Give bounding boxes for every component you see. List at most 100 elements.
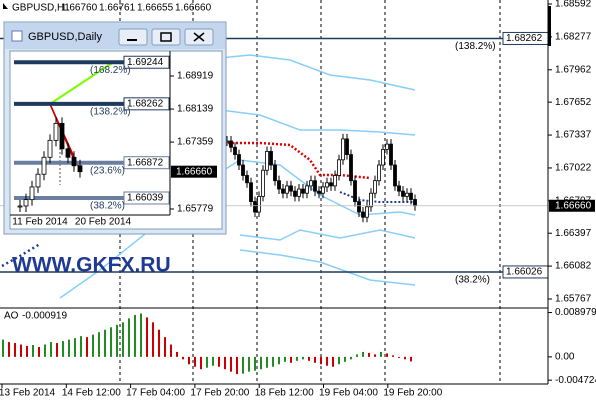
candle (329, 182, 333, 187)
candle (381, 148, 385, 166)
ao-bar (122, 322, 124, 357)
y-tick-label: 1.68919 (177, 71, 214, 82)
candle (273, 164, 277, 182)
ao-bar (254, 356, 256, 371)
ao-bar (230, 356, 232, 372)
candle (269, 151, 273, 166)
candle (71, 156, 77, 167)
candle (337, 159, 341, 176)
candle (47, 139, 53, 158)
ao-bar (140, 313, 142, 357)
maximize-button[interactable] (151, 28, 181, 46)
candle (35, 173, 41, 188)
daily-window: GBPUSD,Daily 1.69244(168.2%) 1.68262(138.… (3, 21, 227, 235)
ao-bar (98, 332, 100, 357)
candle (305, 185, 309, 194)
ao-bar (410, 356, 412, 362)
fib-ratio: (38.2%) (90, 201, 125, 212)
ao-bar (392, 355, 394, 357)
ao-bar (146, 317, 148, 357)
level-box (123, 55, 170, 69)
ao-bar (374, 354, 376, 357)
ao-bar (272, 356, 274, 367)
candle (361, 211, 365, 218)
ao-bar (236, 356, 238, 375)
y-tick-label: 1.68277 (555, 32, 592, 43)
ao-bar (134, 314, 136, 357)
candle (357, 201, 361, 213)
ao-tick-label: 0.008979 (555, 307, 596, 318)
candle (281, 188, 285, 194)
ao-bar (32, 345, 34, 357)
ao-bar (320, 356, 322, 365)
candle (23, 199, 29, 207)
ao-bar (116, 324, 118, 357)
ao-bar (314, 356, 316, 363)
ao-bar (404, 356, 406, 360)
candle (245, 175, 249, 184)
y-tick-label: 1.65779 (177, 204, 214, 215)
fib-ratio: (138.2%) (455, 41, 496, 52)
candle (349, 154, 353, 182)
ao-bar (176, 351, 178, 357)
ao-bar (164, 337, 166, 357)
ao-bar (86, 337, 88, 357)
level-price: 1.66039 (127, 193, 164, 204)
candle (353, 180, 357, 202)
current-price: 1.66660 (176, 166, 213, 177)
candle (409, 192, 413, 200)
fib-ratio: (23.6%) (90, 165, 125, 176)
candle (341, 138, 345, 161)
candle (313, 180, 317, 192)
symbol: GBPUSD,H1 (12, 3, 70, 14)
level-box (123, 191, 170, 205)
level-price: 1.69244 (127, 57, 164, 68)
maximize-icon (160, 32, 172, 42)
ao-bar (368, 352, 370, 357)
fib-ratio: (138.2%) (90, 106, 131, 117)
fib-ratio: (38.2%) (455, 275, 490, 286)
minimize-button[interactable] (118, 28, 148, 46)
candle (321, 186, 325, 194)
ao-bar (170, 344, 172, 357)
y-tick-label: 1.67337 (555, 130, 592, 141)
candle (253, 201, 257, 213)
ao-bar (206, 356, 208, 368)
ao-bar (386, 353, 388, 357)
candle (53, 122, 59, 141)
ao-bar (50, 342, 52, 357)
level-price: 1.66026 (506, 267, 543, 278)
candle (277, 180, 281, 190)
candle (345, 138, 349, 155)
signal-dots (1, 242, 41, 268)
ohlc-high: 1.66761 (99, 3, 136, 14)
y-tick-label: 1.68592 (555, 0, 592, 10)
envelope-lines (59, 54, 416, 299)
ao-bar (56, 343, 58, 357)
candle (17, 205, 23, 208)
band-line (219, 109, 416, 136)
x-tick-label: 17 Feb 20:00 (190, 388, 249, 399)
price-box (549, 199, 595, 212)
candle (257, 195, 261, 213)
ao-bar (362, 351, 364, 357)
ohlc-close: 1.66660 (175, 3, 212, 14)
candle (385, 143, 389, 150)
ao-bar (26, 346, 28, 357)
fib-ratio: (168.2%) (90, 65, 131, 76)
level-price: 1.68262 (506, 33, 543, 44)
level-box (123, 156, 170, 170)
ao-bar (68, 339, 70, 357)
window-icon (11, 30, 23, 42)
ao-bar (218, 356, 220, 367)
ao-bar (200, 356, 202, 370)
ao-bar (290, 356, 292, 363)
candle (229, 140, 233, 148)
ao-value: -0.000919 (22, 311, 67, 322)
window-title: GBPUSD,Daily (28, 31, 102, 43)
ao-bar (188, 356, 190, 365)
ao-bar (92, 334, 94, 357)
y-tick-label: 1.67022 (555, 163, 592, 174)
ao-bar (158, 329, 160, 357)
ao-bar (212, 356, 214, 366)
